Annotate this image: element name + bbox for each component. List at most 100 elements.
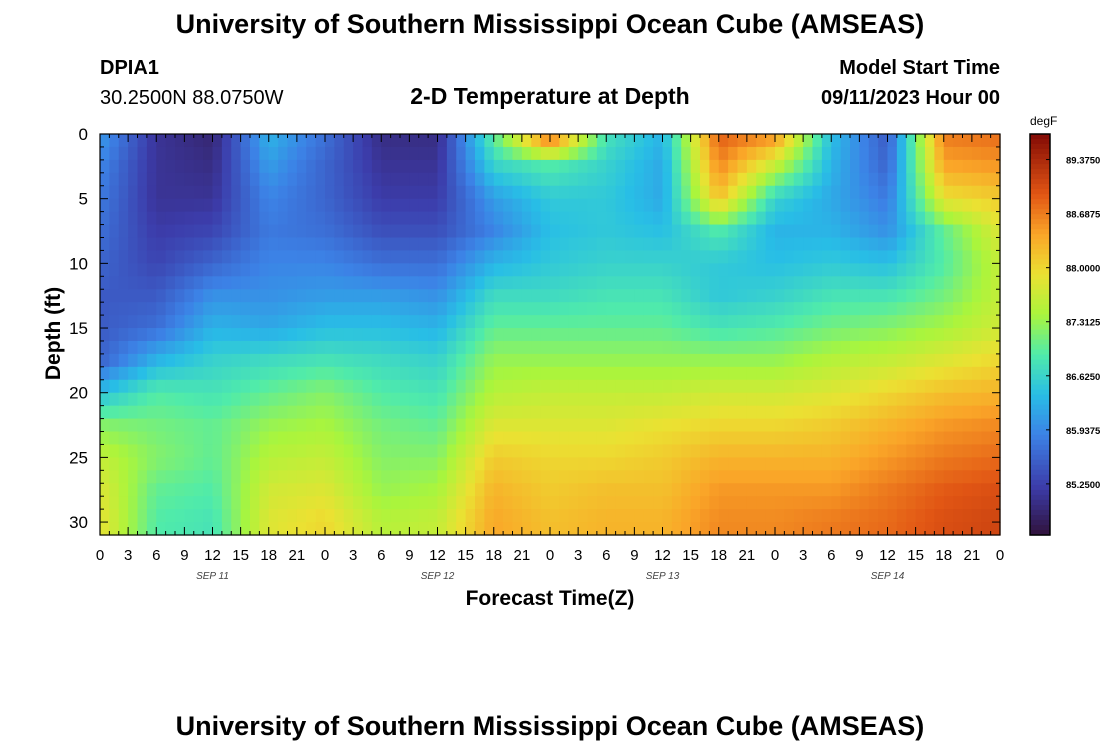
- heatmap-cell: [231, 431, 242, 446]
- heatmap-cell: [381, 522, 392, 536]
- heatmap-cell: [334, 457, 345, 471]
- heatmap-cell: [568, 328, 579, 342]
- heatmap-cell: [943, 418, 954, 433]
- heatmap-cell: [653, 159, 664, 174]
- heatmap-cell: [390, 250, 401, 264]
- heatmap-cell: [709, 366, 720, 381]
- heatmap-cell: [109, 198, 120, 213]
- heatmap-cell: [878, 405, 889, 420]
- colorbar-segment: [1030, 334, 1050, 341]
- heatmap-cell: [971, 237, 982, 252]
- heatmap-cell: [775, 522, 785, 536]
- heatmap-cell: [118, 172, 129, 187]
- heatmap-cell: [737, 198, 748, 213]
- heatmap-cell: [184, 198, 195, 213]
- heatmap-cell: [540, 172, 551, 187]
- heatmap-cell: [109, 211, 120, 226]
- heatmap-cell: [878, 328, 889, 342]
- heatmap-cell: [343, 379, 354, 394]
- heatmap-cell: [118, 418, 129, 433]
- heatmap-cell: [278, 263, 289, 277]
- heatmap-cell: [512, 211, 523, 226]
- heatmap-cell: [287, 509, 298, 523]
- heatmap-cell: [634, 237, 645, 252]
- heatmap-cell: [971, 159, 982, 174]
- heatmap-cell: [540, 302, 551, 316]
- heatmap-cell: [925, 509, 935, 523]
- heatmap-cell: [315, 405, 326, 420]
- heatmap-cell: [643, 146, 654, 161]
- heatmap-cell: [521, 444, 532, 458]
- heatmap-cell: [878, 224, 889, 239]
- x-tick-label: 9: [180, 547, 188, 564]
- heatmap-cell: [212, 405, 223, 420]
- heatmap-cell: [625, 276, 635, 290]
- heatmap-cell: [990, 496, 1001, 510]
- heatmap-cell: [596, 418, 607, 433]
- heatmap-cell: [315, 496, 326, 510]
- heatmap-cell: [184, 418, 195, 433]
- heatmap-cell: [390, 392, 401, 407]
- colorbar-segment: [1030, 259, 1050, 265]
- heatmap-cell: [390, 444, 401, 458]
- heatmap-cell: [446, 211, 457, 226]
- heatmap-cell: [943, 483, 954, 497]
- heatmap-cell: [662, 211, 673, 226]
- heatmap-cell: [353, 431, 364, 446]
- heatmap-cell: [934, 379, 945, 394]
- heatmap-cell: [578, 237, 589, 252]
- y-tick-label: 30: [69, 513, 88, 532]
- heatmap-cell: [868, 392, 879, 407]
- heatmap-cell: [765, 522, 776, 536]
- heatmap-cell: [625, 366, 635, 381]
- heatmap-cell: [428, 237, 439, 252]
- heatmap-cell: [371, 198, 382, 213]
- heatmap-cell: [550, 328, 560, 342]
- heatmap-cell: [296, 185, 307, 200]
- heatmap-cell: [681, 457, 692, 471]
- heatmap-cell: [203, 328, 214, 342]
- heatmap-cell: [493, 302, 504, 316]
- heatmap-cell: [953, 379, 964, 394]
- heatmap-cell: [278, 302, 289, 316]
- heatmap-cell: [512, 379, 523, 394]
- heatmap-cell: [596, 237, 607, 252]
- heatmap-cell: [250, 211, 260, 226]
- heatmap-cell: [109, 146, 120, 161]
- heatmap-cell: [175, 237, 185, 252]
- heatmap-cell: [521, 366, 532, 381]
- heatmap-cell: [700, 509, 710, 523]
- heatmap-cell: [840, 392, 851, 407]
- heatmap-cell: [381, 405, 392, 420]
- heatmap-cell: [606, 276, 617, 290]
- heatmap-cell: [746, 353, 757, 368]
- heatmap-cell: [625, 237, 635, 252]
- heatmap-cell: [193, 159, 204, 174]
- heatmap-cell: [540, 159, 551, 174]
- heatmap-cell: [259, 198, 270, 213]
- heatmap-cell: [971, 509, 982, 523]
- heatmap-cell: [578, 431, 589, 446]
- heatmap-cell: [278, 198, 289, 213]
- heatmap-cell: [446, 159, 457, 174]
- heatmap-cell: [925, 431, 935, 446]
- heatmap-cell: [278, 185, 289, 200]
- heatmap-cell: [371, 302, 382, 316]
- heatmap-cell: [803, 211, 814, 226]
- heatmap-cell: [315, 211, 326, 226]
- heatmap-cell: [728, 392, 739, 407]
- heatmap-cell: [990, 134, 1001, 148]
- heatmap-cell: [146, 431, 157, 446]
- colorbar-segment: [1030, 494, 1050, 501]
- heatmap-cell: [634, 250, 645, 264]
- colorbar-segment: [1030, 244, 1050, 250]
- heatmap-cell: [615, 483, 626, 497]
- heatmap-cell: [718, 328, 729, 342]
- heatmap-cell: [840, 496, 851, 510]
- heatmap-cell: [540, 431, 551, 446]
- colorbar-segment: [1030, 469, 1050, 476]
- y-tick-label: 20: [69, 384, 88, 403]
- heatmap-cell: [793, 431, 804, 446]
- heatmap-cell: [859, 198, 870, 213]
- heatmap-cell: [709, 159, 720, 174]
